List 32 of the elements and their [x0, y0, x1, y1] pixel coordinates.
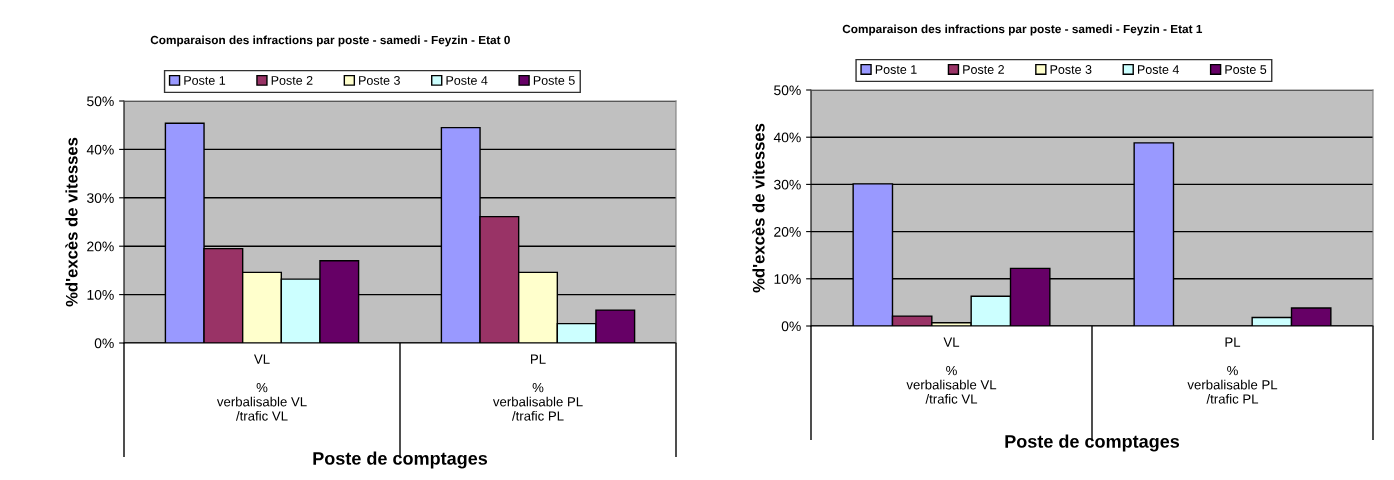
legend-label: Poste 4 — [1137, 65, 1179, 74]
y-tick-label: 0% — [94, 338, 114, 349]
legend-label: Poste 5 — [1225, 65, 1267, 74]
category-label: PL % verbalisable PL /trafic PL — [492, 354, 583, 421]
y-tick-label: 0% — [781, 321, 801, 332]
y-tick-label: 20% — [774, 226, 801, 237]
legend-label: Poste 1 — [875, 65, 917, 74]
y-tick-label: 40% — [86, 144, 114, 155]
legend-label: Poste 3 — [359, 76, 400, 85]
x-axis-title: Poste de comptages — [1005, 434, 1180, 452]
legend-label: Poste 4 — [446, 76, 488, 85]
category-label: VL % verbalisable VL /trafic VL — [906, 337, 997, 404]
y-tick-label: 20% — [87, 241, 114, 252]
y-tick-label: 10% — [774, 274, 801, 284]
legend-label: Poste 3 — [1050, 65, 1092, 74]
legend-label: Poste 5 — [533, 76, 575, 85]
x-axis-title: Poste de comptages — [313, 451, 488, 469]
category-label: PL % verbalisable PL /trafic PL — [1187, 337, 1278, 404]
y-tick-label: 30% — [774, 179, 801, 190]
y-tick-label: 10% — [87, 289, 114, 300]
chart-title: Comparaison des infractions par poste - samedi - Feyzin - Etat 1 — [842, 24, 1203, 36]
y-axis-title: %d'excès de vitesses — [752, 123, 765, 293]
y-tick-label: 50% — [87, 96, 114, 107]
category-label: VL % verbalisable VL /trafic VL — [216, 354, 307, 421]
legend-label: Poste 1 — [184, 76, 226, 85]
legend-label: Poste 2 — [963, 65, 1004, 74]
y-tick-label: 40% — [773, 132, 801, 143]
chart-title: Comparaison des infractions par poste - samedi - Feyzin - Etat 0 — [150, 35, 510, 47]
y-axis-title: %d'excès de vitesses — [65, 137, 78, 307]
legend-label: Poste 2 — [271, 76, 313, 85]
y-tick-label: 50% — [774, 85, 801, 96]
y-tick-label: 30% — [87, 193, 114, 203]
